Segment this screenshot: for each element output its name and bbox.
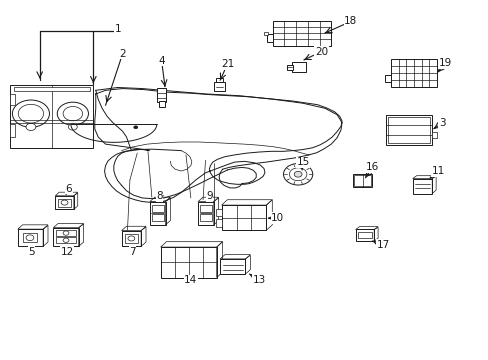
Bar bbox=[385, 116, 431, 145]
Text: 5: 5 bbox=[28, 247, 35, 257]
Bar bbox=[198, 202, 213, 225]
Text: 8: 8 bbox=[156, 192, 163, 202]
Bar bbox=[56, 230, 76, 236]
Bar bbox=[272, 21, 330, 45]
Bar bbox=[10, 94, 15, 105]
Circle shape bbox=[12, 100, 49, 127]
Bar bbox=[157, 88, 165, 102]
Circle shape bbox=[289, 168, 306, 181]
Bar bbox=[124, 234, 138, 243]
Circle shape bbox=[128, 236, 135, 241]
Circle shape bbox=[18, 104, 43, 123]
Bar bbox=[215, 209, 222, 216]
Circle shape bbox=[63, 238, 69, 242]
Circle shape bbox=[134, 126, 138, 129]
Circle shape bbox=[61, 200, 68, 205]
Bar bbox=[292, 62, 305, 72]
Bar bbox=[10, 125, 15, 137]
Bar bbox=[160, 247, 216, 278]
Bar bbox=[412, 179, 431, 194]
Bar bbox=[221, 205, 266, 230]
Circle shape bbox=[63, 231, 69, 235]
Text: 16: 16 bbox=[365, 162, 378, 172]
Bar bbox=[353, 175, 370, 186]
Text: 6: 6 bbox=[65, 184, 72, 194]
Bar bbox=[53, 228, 79, 246]
Text: 11: 11 bbox=[431, 166, 444, 176]
Bar bbox=[22, 233, 37, 242]
Text: 18: 18 bbox=[344, 17, 357, 27]
Text: 19: 19 bbox=[438, 58, 451, 68]
Circle shape bbox=[68, 124, 77, 130]
Text: 14: 14 bbox=[184, 275, 197, 285]
Bar bbox=[355, 229, 373, 241]
Bar bbox=[10, 85, 93, 148]
Text: 4: 4 bbox=[158, 56, 164, 66]
Bar bbox=[152, 215, 163, 221]
Text: 9: 9 bbox=[205, 192, 212, 202]
Bar bbox=[390, 59, 436, 87]
Bar bbox=[357, 232, 371, 238]
Bar bbox=[18, 229, 43, 246]
Text: 2: 2 bbox=[119, 49, 125, 59]
Text: 12: 12 bbox=[60, 247, 74, 257]
Bar bbox=[200, 215, 211, 221]
Bar bbox=[150, 202, 165, 225]
Circle shape bbox=[57, 102, 88, 125]
Bar bbox=[214, 82, 224, 91]
Bar bbox=[58, 199, 71, 207]
Bar bbox=[200, 205, 211, 212]
Bar bbox=[55, 196, 74, 210]
Bar bbox=[220, 259, 245, 274]
Bar bbox=[431, 132, 436, 138]
Text: 20: 20 bbox=[314, 46, 327, 57]
Bar bbox=[56, 237, 76, 243]
Circle shape bbox=[283, 163, 312, 185]
Bar bbox=[266, 34, 273, 42]
Bar bbox=[387, 117, 429, 143]
Circle shape bbox=[63, 107, 82, 121]
Bar bbox=[216, 78, 223, 82]
Bar bbox=[158, 102, 164, 107]
Bar bbox=[352, 174, 371, 187]
Circle shape bbox=[26, 123, 36, 131]
Bar bbox=[215, 220, 222, 226]
Bar bbox=[264, 32, 267, 36]
Bar bbox=[122, 230, 141, 246]
Text: 1: 1 bbox=[114, 24, 121, 35]
Text: 13: 13 bbox=[252, 275, 265, 285]
Bar bbox=[384, 75, 390, 82]
Bar bbox=[287, 64, 293, 70]
Circle shape bbox=[294, 171, 302, 177]
Bar bbox=[152, 205, 163, 212]
Circle shape bbox=[26, 235, 34, 240]
Text: 7: 7 bbox=[129, 247, 135, 257]
Text: 10: 10 bbox=[270, 213, 284, 223]
Text: 17: 17 bbox=[376, 239, 389, 249]
Text: 15: 15 bbox=[296, 157, 309, 167]
Text: 3: 3 bbox=[438, 118, 445, 128]
Text: 21: 21 bbox=[221, 59, 234, 69]
Bar bbox=[14, 87, 90, 91]
